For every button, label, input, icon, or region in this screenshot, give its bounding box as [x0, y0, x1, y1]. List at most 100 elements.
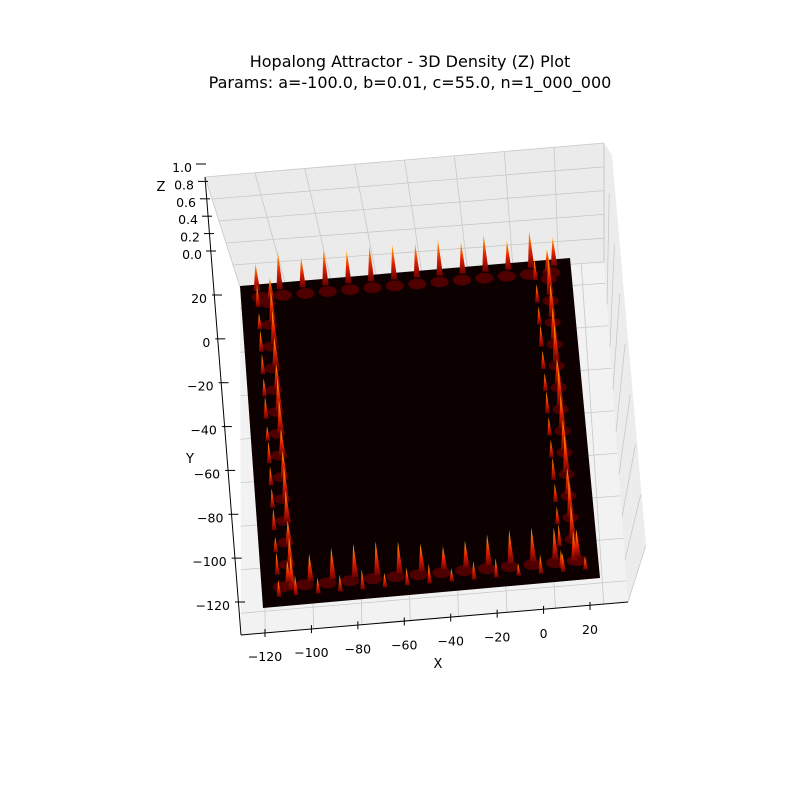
left-edge-spike [257, 313, 263, 330]
x-tick-label: −80 [345, 641, 371, 656]
left-edge-spike [276, 579, 282, 597]
right-gridline-y [618, 394, 631, 475]
right-gridline-y [627, 544, 647, 603]
bottom-edge-spike [405, 567, 410, 586]
right-edge-spike [547, 417, 552, 436]
density-blob [477, 563, 496, 575]
bottom-edge-spike [374, 541, 381, 576]
back-pane [205, 143, 604, 287]
right-edge-spike [546, 257, 554, 295]
top-edge-spike [322, 248, 329, 286]
back-gridline-z [232, 237, 605, 266]
left-edge-spike [259, 330, 264, 352]
bottom-edge-spike [507, 529, 515, 564]
bottom-edge-spike [360, 569, 366, 590]
left-edge-spike [282, 466, 289, 501]
right-gridline-y [609, 243, 615, 348]
left-edge-spike [255, 285, 261, 308]
bottom-edge-spike [463, 540, 470, 568]
y-tick-label: −60 [194, 466, 220, 481]
chart-title-line1: Hopalong Attractor - 3D Density (Z) Plot [250, 52, 571, 71]
right-gridline-y [612, 293, 621, 390]
left-edge-spike [275, 378, 283, 411]
right-edge-spike [550, 307, 558, 340]
top-edge-spike [436, 238, 443, 276]
left-edge-spike [267, 441, 272, 464]
density-blob [523, 559, 542, 571]
right-edge-spike [533, 258, 538, 281]
x-tick-label: −120 [248, 649, 282, 664]
axis-lines [204, 176, 629, 636]
top-edge-spike [253, 263, 261, 291]
density-blob [363, 573, 382, 585]
top-edge-spike [528, 229, 535, 268]
back-gridline-x [204, 176, 241, 288]
density-blob [295, 579, 314, 591]
y-axis-label: Y [185, 452, 194, 467]
back-gridline-z [218, 190, 605, 222]
right-edge-spike [567, 480, 574, 517]
surface-floor [240, 258, 600, 608]
bottom-edge-spike [574, 529, 581, 558]
density-blob [452, 274, 471, 286]
z-tick-label: 0.4 [178, 212, 198, 227]
floor-gridline-y [240, 580, 627, 614]
y-tick-label: 20 [191, 291, 207, 306]
right-gridline-y [621, 444, 636, 518]
density-blob [318, 577, 337, 589]
left-edge-spike [270, 488, 276, 508]
x-axis-label: X [434, 657, 443, 672]
top-edge-spike [482, 234, 489, 272]
left-edge-spike [274, 364, 281, 389]
right-edge-spike [539, 324, 544, 347]
density-blob [386, 571, 405, 583]
left-edge-spike [272, 337, 280, 367]
right-edge-spike [537, 306, 542, 325]
bottom-edge-spike [494, 558, 499, 578]
bottom-edge-spike [538, 554, 544, 574]
x-tick-label: −20 [484, 630, 510, 645]
left-edge-spike [260, 354, 266, 374]
density-blob [318, 286, 337, 297]
right-gridline-y [606, 193, 610, 305]
back-gridline-x [453, 155, 468, 272]
top-edge-spike [276, 251, 283, 290]
density-blob [385, 280, 404, 292]
axis-ticks: −120 −100 −80 −60 −40 −20 0 20 20 0 −20 −40 −60 −80 −1… [172, 160, 598, 664]
left-edge-spike [262, 378, 267, 397]
y-tick-label: 0 [202, 335, 210, 350]
density-blob [475, 272, 494, 284]
bottom-edge-spike [285, 561, 292, 584]
left-edge-spike [275, 552, 280, 575]
density-blob [274, 289, 293, 301]
density-blob [497, 270, 516, 282]
right-edge-spike [549, 440, 554, 458]
density-blob [432, 567, 451, 579]
back-gridline-x [354, 164, 377, 278]
density-spikes [251, 229, 588, 597]
y-tick-label: −20 [187, 379, 213, 394]
z-axis-label: Z [157, 180, 166, 195]
bottom-edge-spike [396, 541, 403, 574]
left-edge-spike [268, 466, 274, 486]
chart-title-line2: Params: a=-100.0, b=0.01, c=55.0, n=1_00… [209, 73, 612, 93]
back-gridline-x [553, 147, 559, 266]
right-edge-spike [563, 434, 570, 473]
density-blob [341, 575, 360, 587]
bottom-edge-spike [449, 568, 455, 582]
right-edge-spike [545, 391, 550, 414]
x-tick-label: −100 [294, 645, 328, 660]
top-edge-spike [550, 236, 558, 266]
bottom-edge-spike [552, 527, 559, 560]
top-edge-spike [413, 243, 421, 278]
left-edge-spike [265, 426, 271, 441]
top-edge-spike [299, 256, 306, 288]
density-blob [430, 276, 449, 288]
density-blob [409, 569, 428, 581]
bottom-edge-spike [560, 553, 566, 572]
z-tick-label: 0.8 [174, 177, 194, 192]
bottom-edge-spike [293, 575, 299, 596]
right-gridline-y [615, 343, 626, 433]
right-edge-spike [565, 468, 572, 495]
